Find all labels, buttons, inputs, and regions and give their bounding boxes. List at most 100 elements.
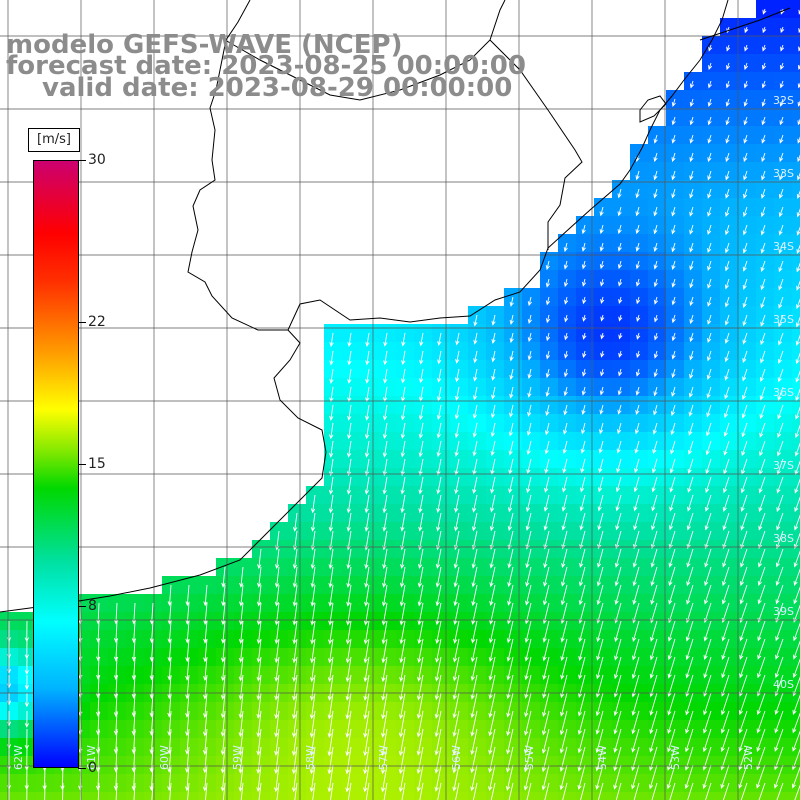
- longitude-label: 56W: [450, 745, 463, 770]
- wind-arrow-icon: [437, 332, 442, 346]
- wind-arrow-icon: [363, 692, 370, 720]
- wind-arrow-icon: [703, 692, 712, 716]
- wind-arrow-icon: [419, 332, 424, 347]
- wind-arrow-icon: [578, 656, 586, 680]
- ocean-cell: [792, 234, 800, 252]
- wind-arrow-icon: [455, 782, 460, 800]
- wind-arrow-icon: [756, 710, 766, 734]
- wind-arrow-icon: [650, 566, 658, 587]
- wind-arrow-icon: [202, 764, 208, 792]
- wind-arrow-icon: [724, 278, 730, 290]
- wind-arrow-icon: [220, 674, 226, 700]
- longitude-label: 55W: [523, 745, 536, 770]
- wind-arrow-icon: [488, 674, 496, 700]
- wind-arrow-icon: [473, 350, 478, 364]
- wind-arrow-icon: [256, 584, 262, 607]
- wind-arrow-icon: [291, 764, 298, 793]
- wind-arrow-icon: [614, 638, 622, 661]
- wind-arrow-icon: [597, 530, 604, 550]
- wind-arrow-icon: [473, 368, 478, 382]
- wind-arrow-icon: [689, 296, 694, 307]
- wind-arrow-icon: [364, 512, 370, 532]
- wind-arrow-icon: [794, 424, 800, 439]
- wind-arrow-icon: [345, 656, 352, 683]
- wind-arrow-icon: [454, 476, 460, 495]
- wind-arrow-icon: [671, 134, 676, 144]
- ocean-cell: [792, 180, 800, 198]
- wind-arrow-icon: [721, 584, 730, 605]
- ocean-cell: [792, 18, 800, 36]
- ocean-cell: [288, 792, 306, 800]
- wind-arrow-icon: [707, 296, 712, 307]
- wind-arrow-icon: [435, 638, 442, 663]
- wind-arrow-icon: [220, 728, 226, 756]
- wind-arrow-icon: [437, 368, 442, 383]
- wind-arrow-icon: [778, 332, 784, 346]
- wind-arrow-icon: [780, 44, 785, 52]
- wind-arrow-icon: [471, 512, 478, 532]
- wind-arrow-icon: [564, 314, 569, 323]
- wind-arrow-icon: [274, 710, 280, 738]
- wind-arrow-icon: [202, 692, 208, 719]
- wind-arrow-icon: [632, 620, 640, 642]
- latitude-labels: 32S 33S 34S 35S 36S 37S 38S 39S 40S: [773, 94, 794, 691]
- wind-arrow-icon: [595, 764, 604, 790]
- wind-arrow-icon: [779, 80, 784, 89]
- wind-arrow-icon: [689, 314, 694, 325]
- ocean-cell: [792, 54, 800, 72]
- wind-arrow-icon: [707, 80, 712, 89]
- wind-arrow-icon: [399, 584, 406, 607]
- wind-arrow-icon: [726, 62, 731, 71]
- ocean-cell: [666, 792, 684, 800]
- latitude-label: 40S: [773, 678, 794, 691]
- wind-arrow-icon: [618, 350, 623, 358]
- wind-arrow-icon: [689, 368, 694, 380]
- wind-arrow-icon: [545, 260, 550, 271]
- wind-arrow-icon: [454, 458, 460, 476]
- ocean-cell: [792, 108, 800, 126]
- wind-arrow-icon: [780, 26, 785, 34]
- ocean-cell: [792, 144, 800, 162]
- wind-arrow-icon: [491, 386, 496, 400]
- wind-arrow-icon: [364, 494, 370, 514]
- ocean-cell: [792, 378, 800, 396]
- latitude-label: 36S: [773, 386, 794, 399]
- colorbar-units: [m/s]: [28, 128, 80, 152]
- wind-arrow-icon: [417, 602, 424, 626]
- wind-arrow-icon: [470, 710, 478, 737]
- wind-arrow-icon: [689, 188, 694, 199]
- wind-arrow-icon: [346, 476, 352, 495]
- wind-arrow-icon: [454, 494, 460, 513]
- wind-arrow-icon: [760, 188, 766, 199]
- wind-arrow-icon: [509, 332, 514, 344]
- wind-arrow-icon: [687, 782, 694, 800]
- wind-arrow-icon: [739, 620, 748, 642]
- wind-arrow-icon: [758, 494, 766, 513]
- wind-arrow-icon: [507, 512, 514, 532]
- wind-arrow-icon: [418, 404, 424, 421]
- wind-arrow-icon: [523, 728, 532, 755]
- wind-arrow-icon: [670, 422, 676, 436]
- wind-arrow-icon: [24, 692, 30, 708]
- wind-arrow-icon: [777, 368, 784, 383]
- wind-arrow-icon: [256, 692, 262, 719]
- wind-arrow-icon: [686, 584, 694, 605]
- wind-arrow-icon: [651, 458, 658, 474]
- border-uruguay: [224, 0, 506, 101]
- wind-arrow-icon: [435, 566, 442, 588]
- wind-arrow-icon: [345, 710, 352, 738]
- wind-arrow-icon: [778, 224, 784, 236]
- wind-arrow-icon: [649, 692, 658, 716]
- wind-arrow-icon: [437, 782, 442, 800]
- wind-arrow-icon: [703, 620, 712, 642]
- wind-arrow-icon: [418, 422, 424, 439]
- wind-arrow-icon: [203, 620, 208, 644]
- longitude-label: 54W: [596, 745, 609, 770]
- wind-arrow-icon: [685, 674, 694, 698]
- wind-arrow-icon: [346, 458, 352, 477]
- wind-arrow-icon: [434, 656, 442, 682]
- wind-arrow-icon: [742, 242, 748, 254]
- wind-arrow-icon: [600, 368, 605, 377]
- wind-arrow-icon: [617, 404, 622, 415]
- map-title-valid-date: valid date: 2023-08-29 00:00:00: [42, 73, 513, 103]
